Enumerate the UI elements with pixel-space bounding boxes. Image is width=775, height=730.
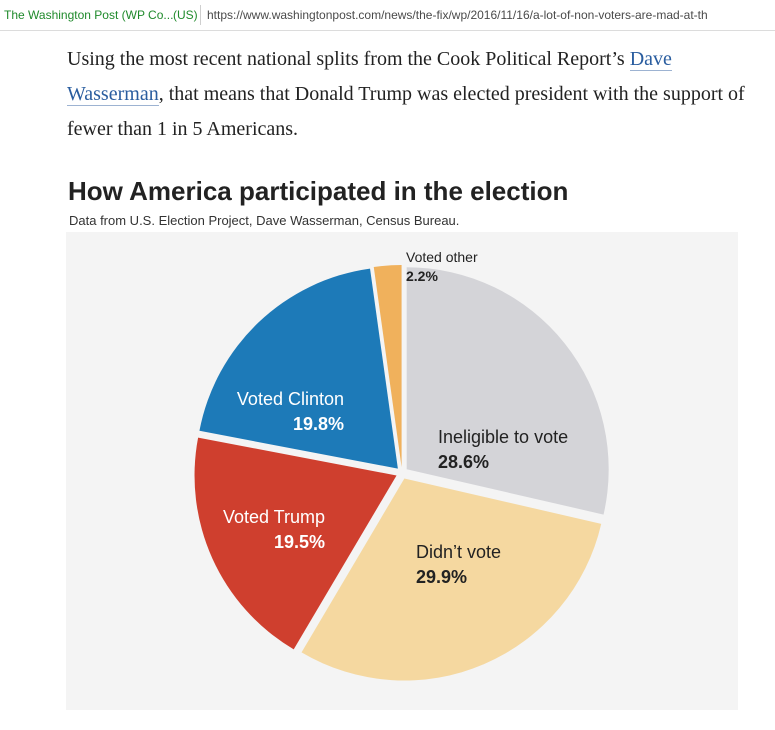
chart-title: How America participated in the election [68,176,569,206]
article-paragraph: Using the most recent national splits fr… [67,42,747,147]
slice-label: Ineligible to vote [438,427,568,447]
pie-slice-voted-trump [194,437,397,650]
slice-value-label: 19.5% [274,532,325,552]
slice-value-label: 19.8% [293,414,344,434]
url-text[interactable]: https://www.washingtonpost.com/news/the-… [207,8,708,22]
pie-slice-voted-clinton [199,268,398,469]
pie-slice-ineligible-to-vote [406,267,609,515]
slice-value-label: 28.6% [438,452,489,472]
site-identity[interactable]: The Washington Post (WP Co... [4,8,174,22]
slice-value-label: 29.9% [416,567,467,587]
slice-label: Voted Trump [223,507,325,527]
site-country: (US) [173,8,198,22]
address-bar-divider [200,5,201,25]
pie-slice-voted-other [373,265,402,468]
slice-label: Voted other [406,249,478,265]
address-bar[interactable]: The Washington Post (WP Co... (US) https… [0,0,775,31]
slice-label: Didn’t vote [416,542,501,562]
article-text-continued: , that means that Donald Trump was elect… [67,83,745,140]
chart-subtitle: Data from U.S. Election Project, Dave Wa… [69,213,460,228]
slice-label: Voted Clinton [237,389,344,409]
slice-value-label: 2.2% [406,268,438,284]
article-text: Using the most recent national splits fr… [67,48,630,70]
pie-slice-didn-t-vote [301,478,602,681]
dave-wasserman-link[interactable]: Dave Wasserman [67,48,672,106]
